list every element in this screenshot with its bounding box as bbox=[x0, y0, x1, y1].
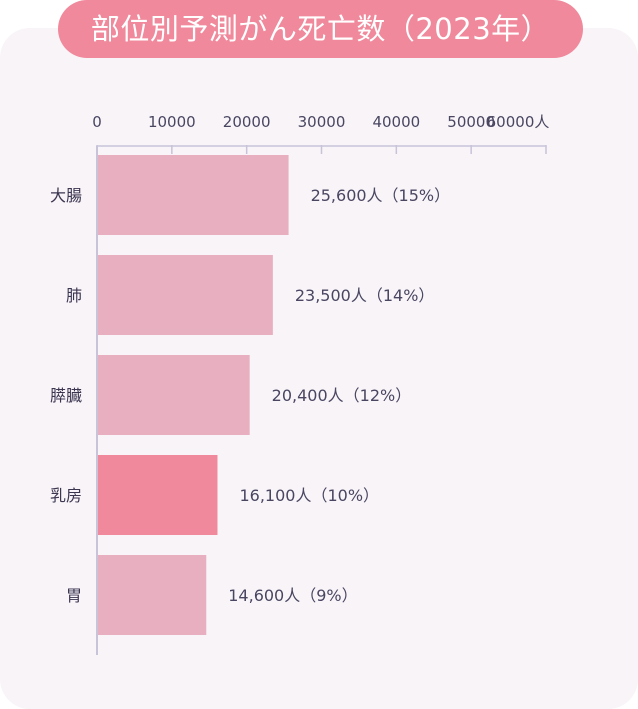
x-tick-label: 30000 bbox=[298, 113, 346, 131]
data-label: 25,600人（15%） bbox=[311, 186, 451, 205]
bar bbox=[98, 555, 207, 635]
data-label: 16,100人（10%） bbox=[239, 486, 379, 505]
bar bbox=[98, 355, 250, 435]
category-label: 大腸 bbox=[50, 186, 82, 205]
category-label: 膵臓 bbox=[50, 386, 82, 405]
x-tick-label: 60000人 bbox=[487, 113, 550, 131]
data-label: 14,600人（9%） bbox=[228, 586, 357, 605]
x-tick-label: 10000 bbox=[148, 113, 196, 131]
x-tick-label: 0 bbox=[92, 113, 102, 131]
bar bbox=[98, 155, 289, 235]
data-label: 20,400人（12%） bbox=[272, 386, 412, 405]
x-tick-label: 20000 bbox=[223, 113, 271, 131]
x-tick-label: 50000 bbox=[447, 113, 495, 131]
x-tick-label: 40000 bbox=[372, 113, 420, 131]
data-label: 23,500人（14%） bbox=[295, 286, 435, 305]
category-label: 胃 bbox=[66, 586, 82, 605]
bar bbox=[98, 455, 218, 535]
chart-title: 部位別予測がん死亡数（2023年） bbox=[58, 0, 583, 58]
category-label: 乳房 bbox=[50, 486, 82, 505]
bar bbox=[98, 255, 273, 335]
category-label: 肺 bbox=[66, 286, 82, 305]
